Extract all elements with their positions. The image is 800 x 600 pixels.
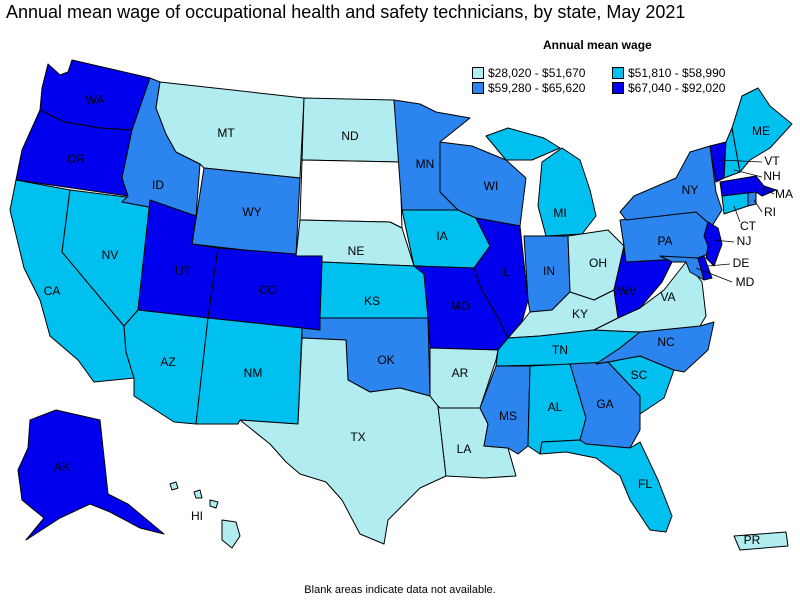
label-NH: NH xyxy=(763,169,780,183)
label-SC: SC xyxy=(631,368,648,382)
state-MI-upper[interactable] xyxy=(485,127,561,161)
label-WA: WA xyxy=(86,93,105,107)
label-MN: MN xyxy=(416,157,435,171)
state-NC[interactable] xyxy=(595,321,715,373)
footnote: Blank areas indicate data not available. xyxy=(304,584,496,596)
leader-MD xyxy=(695,267,733,283)
leader-CT xyxy=(733,205,741,223)
label-TN: TN xyxy=(552,343,568,357)
label-UT: UT xyxy=(175,264,192,278)
legend-label-2: $51,810 - $58,990 xyxy=(628,66,726,80)
legend-label-1: $28,020 - $51,670 xyxy=(488,66,586,80)
label-NY: NY xyxy=(682,183,699,197)
state-MI[interactable] xyxy=(537,147,597,237)
label-VA: VA xyxy=(660,290,675,304)
label-OK: OK xyxy=(377,353,394,367)
leader-NJ xyxy=(713,239,735,243)
label-PR: PR xyxy=(744,533,761,547)
legend-item-3: $59,280 - $65,620 xyxy=(472,81,585,95)
legend-label-4: $67,040 - $92,020 xyxy=(628,81,726,95)
label-LA: LA xyxy=(457,442,472,456)
legend-title: Annual mean wage xyxy=(543,38,652,52)
label-PA: PA xyxy=(657,234,672,248)
state-FL[interactable] xyxy=(539,439,673,533)
label-AZ: AZ xyxy=(160,355,175,369)
label-KS: KS xyxy=(364,294,380,308)
leader-RI xyxy=(753,199,763,213)
label-NV: NV xyxy=(102,248,119,262)
label-ND: ND xyxy=(341,129,359,143)
state-IL[interactable] xyxy=(473,217,529,339)
label-CA: CA xyxy=(44,284,61,298)
label-MO: MO xyxy=(450,299,469,313)
label-ID: ID xyxy=(152,178,164,192)
label-IL: IL xyxy=(500,265,510,279)
state-RI[interactable] xyxy=(747,191,757,207)
label-CT: CT xyxy=(740,219,757,233)
label-MI: MI xyxy=(553,206,566,220)
leader-MA xyxy=(761,187,775,195)
leader-DE xyxy=(707,263,731,267)
label-WV: WV xyxy=(617,284,636,298)
state-DE[interactable] xyxy=(697,255,713,281)
label-NC: NC xyxy=(657,335,675,349)
state-ME[interactable] xyxy=(731,87,793,173)
legend-item-4: $67,040 - $92,020 xyxy=(612,81,725,95)
state-AK[interactable] xyxy=(17,409,165,541)
label-GA: GA xyxy=(596,397,613,411)
label-KY: KY xyxy=(572,307,588,321)
state-NY[interactable] xyxy=(619,145,723,227)
label-MD: MD xyxy=(736,275,755,289)
state-NJ[interactable] xyxy=(703,221,723,267)
label-MS: MS xyxy=(499,409,517,423)
label-FL: FL xyxy=(638,477,652,491)
legend-swatch-4 xyxy=(612,82,624,94)
label-WY: WY xyxy=(242,205,261,219)
legend-swatch-1 xyxy=(472,67,484,79)
state-PR[interactable] xyxy=(733,531,789,551)
map-title: Annual mean wage of occupational health … xyxy=(6,2,686,22)
label-WI: WI xyxy=(484,179,499,193)
legend-swatch-2 xyxy=(612,67,624,79)
label-AL: AL xyxy=(548,400,563,414)
legend-label-3: $59,280 - $65,620 xyxy=(488,81,586,95)
label-AR: AR xyxy=(452,366,469,380)
label-OH: OH xyxy=(589,256,607,270)
label-VT: VT xyxy=(764,154,780,168)
label-RI: RI xyxy=(764,205,776,219)
label-CO: CO xyxy=(259,283,277,297)
state-TX[interactable] xyxy=(239,337,447,545)
label-DE: DE xyxy=(733,256,750,270)
label-IA: IA xyxy=(436,229,447,243)
leader-NH xyxy=(733,169,763,178)
leader-VT xyxy=(719,159,763,163)
state-MA[interactable] xyxy=(719,175,777,197)
label-AK: AK xyxy=(54,460,70,474)
label-NE: NE xyxy=(348,244,365,258)
label-TX: TX xyxy=(350,430,365,444)
label-IN: IN xyxy=(543,264,555,278)
state-HI[interactable] xyxy=(169,481,241,549)
label-NM: NM xyxy=(244,366,263,380)
state-KS[interactable] xyxy=(319,261,429,319)
label-HI: HI xyxy=(191,509,203,523)
legend-swatch-3 xyxy=(472,82,484,94)
state-SD[interactable] xyxy=(299,159,403,229)
label-NJ: NJ xyxy=(737,234,752,248)
label-MA: MA xyxy=(775,187,793,201)
legend-item-2: $51,810 - $58,990 xyxy=(612,66,725,80)
label-ME: ME xyxy=(752,124,770,138)
legend-item-1: $28,020 - $51,670 xyxy=(472,66,585,80)
label-OR: OR xyxy=(67,152,85,166)
label-MT: MT xyxy=(217,126,235,140)
